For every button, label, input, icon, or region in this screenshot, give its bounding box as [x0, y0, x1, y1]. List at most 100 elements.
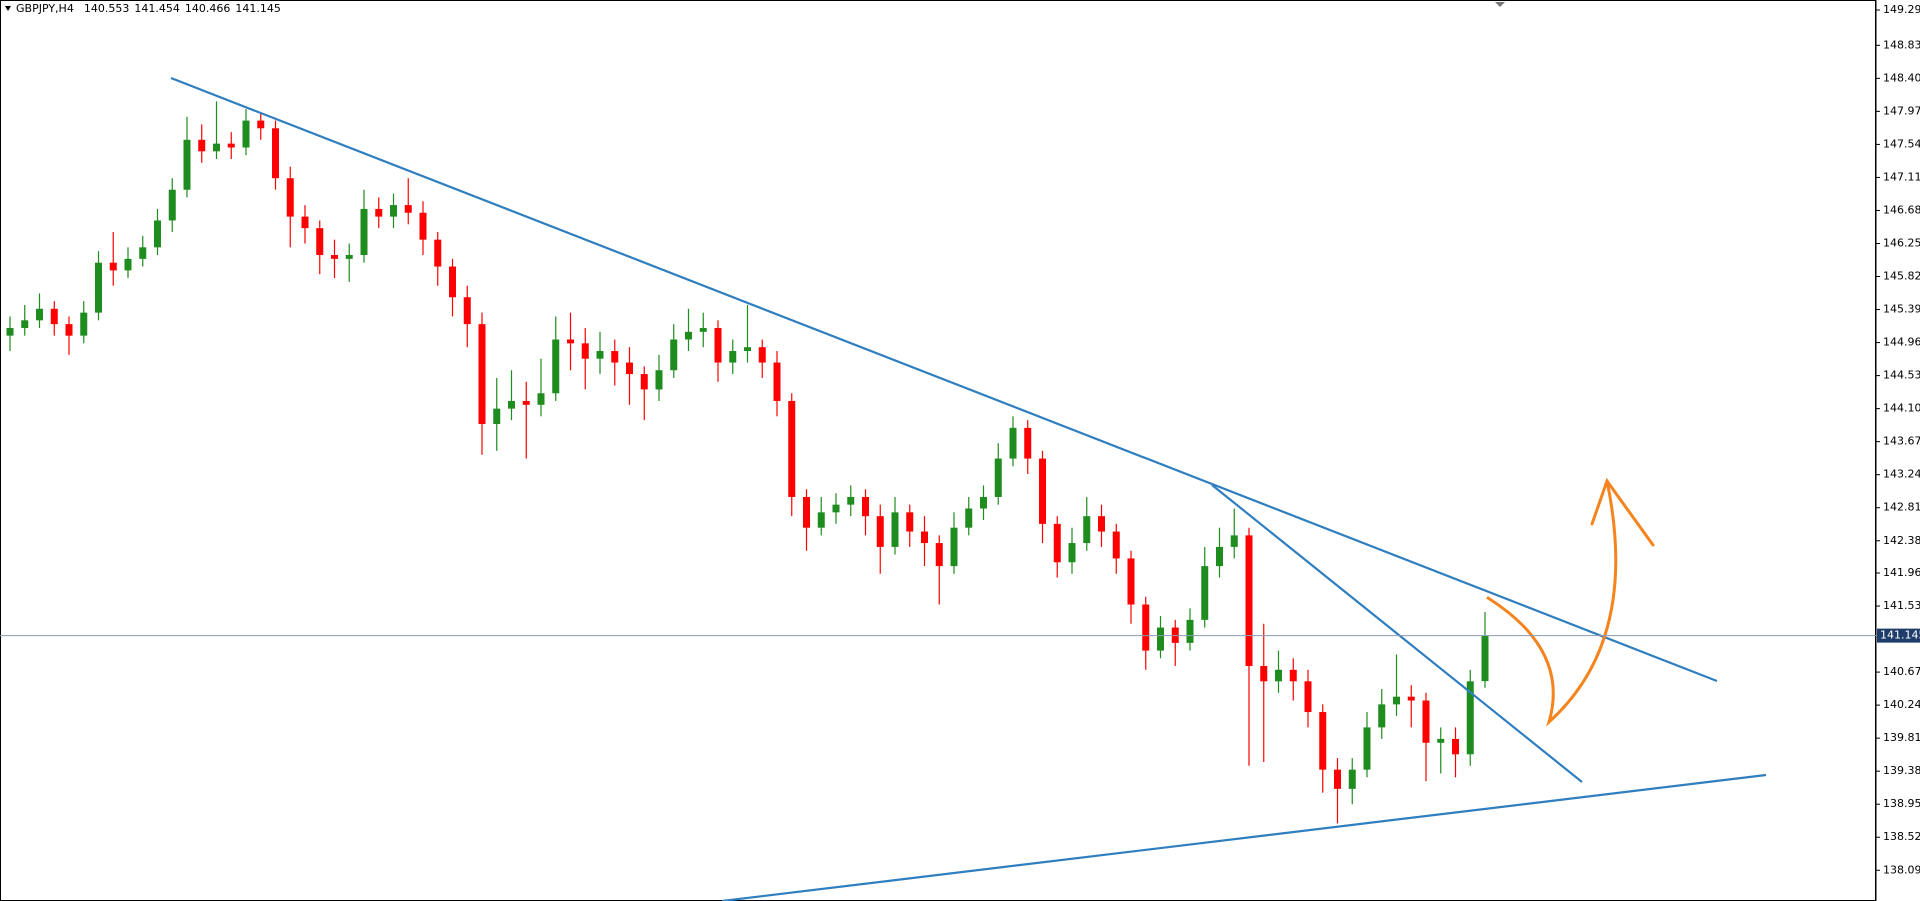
candle-body — [980, 496, 987, 509]
candle-body — [1319, 712, 1327, 770]
symbol: GBPJPY,H4 — [16, 2, 74, 15]
y-tick-label: 144.960 — [1883, 336, 1920, 349]
scroll-marker — [1495, 2, 1505, 7]
candle-body — [965, 508, 973, 528]
candle-body — [670, 339, 678, 371]
candle-body — [626, 362, 633, 375]
y-tick-label: 142.380 — [1883, 534, 1920, 547]
y-tick-label: 145.820 — [1883, 270, 1920, 283]
candle-body — [1334, 769, 1341, 789]
arrow-curve — [1486, 479, 1618, 727]
candle-body — [935, 543, 943, 567]
candle-body — [1142, 604, 1150, 651]
candle-body — [1481, 635, 1489, 682]
y-tick-label: 144.100 — [1883, 402, 1920, 415]
candle-body — [154, 220, 161, 248]
candle-body — [1407, 696, 1415, 701]
candle-body — [596, 351, 604, 359]
candle-body — [862, 496, 869, 517]
y-tick-label: 144.530 — [1883, 369, 1920, 382]
candle-body — [1068, 543, 1076, 563]
candle-body — [434, 239, 442, 267]
y-tick-label: 148.830 — [1883, 38, 1920, 51]
candle-body — [1422, 700, 1430, 743]
candle-body — [1289, 669, 1297, 682]
y-tick-label: 142.810 — [1883, 501, 1920, 514]
candle-body — [522, 400, 530, 405]
candle-body — [1127, 558, 1135, 605]
candle-body — [567, 339, 574, 344]
candle-body — [1039, 458, 1046, 524]
y-tick-label: 140.670 — [1883, 665, 1920, 678]
header-text: GBPJPY,H4 140.553 141.454 140.466 141.145 — [16, 2, 281, 15]
candle-body — [1363, 727, 1371, 770]
y-tick-label: 148.400 — [1883, 71, 1920, 84]
y-tick-label: 145.390 — [1883, 303, 1920, 316]
candle-body — [1230, 535, 1238, 547]
candle-body — [994, 458, 1002, 497]
trendline — [170, 76, 1718, 683]
candle-body — [183, 139, 191, 190]
y-tick-label: 141.960 — [1883, 566, 1920, 579]
current-price-box — [1877, 628, 1920, 643]
candle-body — [1157, 627, 1164, 651]
candle-body — [36, 308, 43, 321]
candle-body — [463, 297, 471, 325]
candle-body — [817, 512, 825, 528]
candle-body — [1112, 531, 1120, 559]
candle-body — [685, 331, 692, 340]
candle-body — [921, 531, 928, 544]
y-tick-label: 138.520 — [1883, 830, 1920, 843]
candle-body — [1466, 681, 1474, 755]
trendlines — [170, 76, 1767, 901]
plot-frame — [0, 0, 1876, 901]
candle-body — [345, 255, 353, 259]
candle-body — [375, 208, 383, 217]
candle-body — [714, 327, 722, 363]
candle-body — [168, 189, 176, 221]
candle-body — [257, 120, 265, 129]
candle-body — [729, 351, 737, 363]
candle-body — [891, 512, 899, 547]
ohlc-value: 141.145 — [235, 2, 281, 15]
candle-body — [1437, 738, 1445, 743]
candle-body — [744, 347, 751, 352]
y-tick-label: 141.530 — [1883, 599, 1920, 612]
y-tick-label: 139.380 — [1883, 764, 1920, 777]
y-tick-label: 143.670 — [1883, 435, 1920, 448]
candle-body — [331, 255, 338, 259]
candle-body — [788, 400, 796, 497]
candle-body — [876, 516, 884, 547]
candle-body — [1452, 738, 1459, 755]
y-tick-label: 138.950 — [1883, 797, 1920, 810]
ohlc-value: 140.553 — [84, 2, 130, 15]
candle-body — [1009, 427, 1017, 459]
candle-body — [1275, 669, 1282, 682]
candle-body — [1216, 546, 1223, 567]
y-tick-label: 139.810 — [1883, 731, 1920, 744]
y-tick-label: 143.240 — [1883, 468, 1920, 481]
candle-body — [906, 512, 914, 532]
candle-body — [390, 205, 397, 217]
candle-body — [1053, 523, 1061, 563]
candle-body — [1245, 535, 1253, 666]
candle-body — [950, 527, 958, 567]
candle-body — [6, 327, 14, 336]
candle-body — [1098, 516, 1105, 532]
ohlc-value: 140.466 — [185, 2, 231, 15]
candle-body — [301, 216, 309, 229]
candle-body — [1024, 427, 1032, 459]
y-tick-label: 149.290 — [1883, 3, 1920, 16]
current-price-label: 141.145 — [1880, 629, 1920, 642]
candle-body — [213, 143, 220, 152]
candle-body — [1083, 516, 1091, 544]
y-tick-label: 146.250 — [1883, 236, 1920, 249]
trendline — [1211, 484, 1583, 783]
y-tick-label: 147.970 — [1883, 104, 1920, 117]
candle-body — [198, 139, 206, 152]
ohlc-value: 141.454 — [134, 2, 180, 15]
candle-body — [847, 496, 855, 505]
candle-body — [272, 128, 279, 179]
